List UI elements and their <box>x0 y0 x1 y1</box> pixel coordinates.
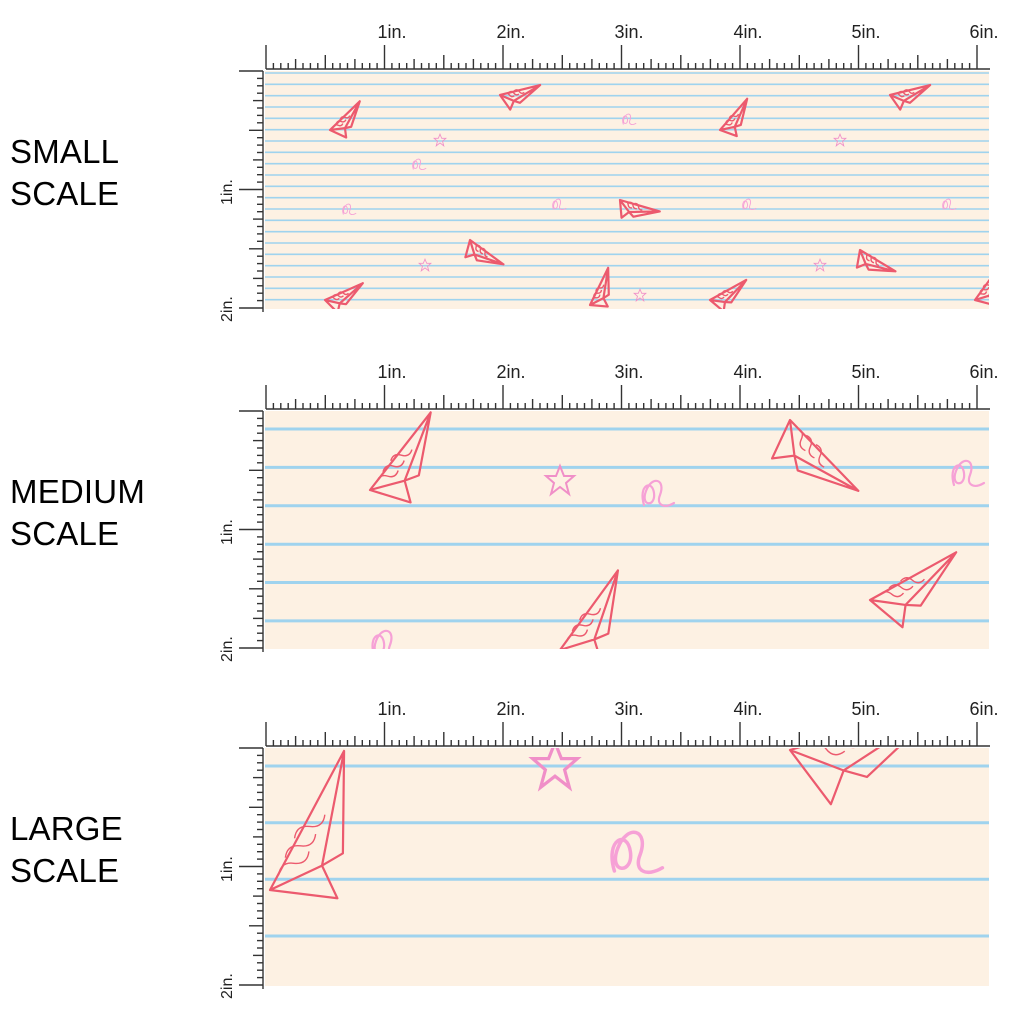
medium-scale-label: MEDIUM SCALE <box>10 471 145 555</box>
loop-doodle <box>371 629 393 649</box>
medium-fabric-swatch <box>265 411 989 649</box>
medium-label-line1: MEDIUM <box>10 473 146 510</box>
paper-plane-motif <box>368 411 432 504</box>
ruler-label-5in: 5in. <box>851 362 880 382</box>
loop-doodle <box>342 203 357 215</box>
ruler-label-6in: 6in. <box>969 362 998 382</box>
panel-medium-scale: MEDIUM SCALE 1in. 2in. 3in. 4in. 5in. 6i… <box>0 340 1024 670</box>
ruler-label-v-1in: 1in. <box>219 856 236 882</box>
small-pattern <box>265 71 989 309</box>
star-doodle <box>418 257 432 272</box>
medium-ruler: 1in. 2in. 3in. 4in. 5in. 6in. 1in. 2in. <box>219 362 999 662</box>
ruler-ticks <box>239 722 990 989</box>
star-doodle <box>433 132 447 147</box>
ruler-label-4in: 4in. <box>733 699 762 719</box>
star-doodle <box>833 132 847 147</box>
small-ruler: 1in. 2in. 3in. 4in. 5in. 6in. 1in. 2in. <box>219 22 999 322</box>
paper-plane-motif <box>588 266 610 308</box>
large-ruler: 1in. 2in. 3in. 4in. 5in. 6in. 1in. 2in. <box>219 699 999 999</box>
star-doodle <box>633 287 647 302</box>
ruler-label-2in: 2in. <box>496 22 525 42</box>
loop-doodle <box>742 198 757 210</box>
loop-doodle <box>552 198 567 210</box>
medium-pattern <box>265 411 989 649</box>
paper-plane-motif <box>868 551 958 629</box>
loop-doodle <box>412 158 427 170</box>
loop-doodle <box>942 198 957 210</box>
ruler-label-5in: 5in. <box>851 699 880 719</box>
ruler-label-3in: 3in. <box>614 22 643 42</box>
star-doodle <box>528 748 582 792</box>
paper-background <box>265 411 989 649</box>
star-doodle <box>813 257 827 272</box>
ruler-label-1in: 1in. <box>377 699 406 719</box>
paper-plane-motif <box>268 749 346 900</box>
ruled-lines <box>265 764 989 938</box>
ruler-label-4in: 4in. <box>733 22 762 42</box>
ruler-label-1in: 1in. <box>377 22 406 42</box>
paper-plane-motif <box>770 418 860 492</box>
ruler-label-2in: 2in. <box>496 699 525 719</box>
loop-doodle <box>951 459 986 487</box>
paper-plane-motif <box>708 278 748 309</box>
large-label-line1: LARGE <box>10 810 123 847</box>
loop-doodle <box>610 830 665 874</box>
loop-doodle <box>641 479 676 507</box>
ruler-label-v-2in: 2in. <box>219 973 236 999</box>
paper-plane-motif <box>558 569 620 649</box>
ruler-label-4in: 4in. <box>733 362 762 382</box>
panel-large-scale: LARGE SCALE 1in. 2in. 3in. 4in. 5in. 6in… <box>0 677 1024 1007</box>
paper-plane-motif <box>618 198 661 219</box>
small-label-line2: SCALE <box>10 175 120 212</box>
large-label-line2: SCALE <box>10 852 120 889</box>
paper-plane-motif <box>855 248 897 273</box>
ruler-label-5in: 5in. <box>851 22 880 42</box>
ruler-label-v-1in: 1in. <box>219 519 236 545</box>
paper-plane-motif <box>323 282 364 309</box>
medium-label-line2: SCALE <box>10 515 120 552</box>
panel-small-scale: SMALL SCALE 1in. 2in. 3in. 4in. 5in. 6in… <box>0 0 1024 330</box>
paper-plane-motif <box>888 83 932 111</box>
ruler-label-v-1in: 1in. <box>219 179 236 205</box>
ruler-ticks <box>239 385 990 652</box>
ruler-label-2in: 2in. <box>496 362 525 382</box>
paper-plane-motif <box>718 97 749 138</box>
paper-plane-motif <box>328 100 361 139</box>
star-doodle <box>543 463 577 497</box>
ruler-label-1in: 1in. <box>377 362 406 382</box>
small-scale-label: SMALL SCALE <box>10 131 119 215</box>
paper-plane-motif <box>973 265 989 306</box>
ruler-label-v-2in: 2in. <box>219 636 236 662</box>
ruler-label-3in: 3in. <box>614 362 643 382</box>
ruler-label-6in: 6in. <box>969 22 998 42</box>
ruled-lines <box>265 72 989 301</box>
ruler-label-3in: 3in. <box>614 699 643 719</box>
paper-plane-motif <box>498 83 542 111</box>
loop-doodle <box>622 113 637 125</box>
paper-plane-motif <box>788 748 943 806</box>
large-pattern <box>265 748 989 986</box>
ruler-ticks <box>239 45 990 312</box>
large-scale-label: LARGE SCALE <box>10 808 123 892</box>
large-fabric-swatch <box>265 748 989 986</box>
small-label-line1: SMALL <box>10 133 120 170</box>
small-fabric-swatch <box>265 71 989 309</box>
paper-plane-motif <box>464 238 505 266</box>
ruler-label-v-2in: 2in. <box>219 296 236 322</box>
ruler-label-6in: 6in. <box>969 699 998 719</box>
